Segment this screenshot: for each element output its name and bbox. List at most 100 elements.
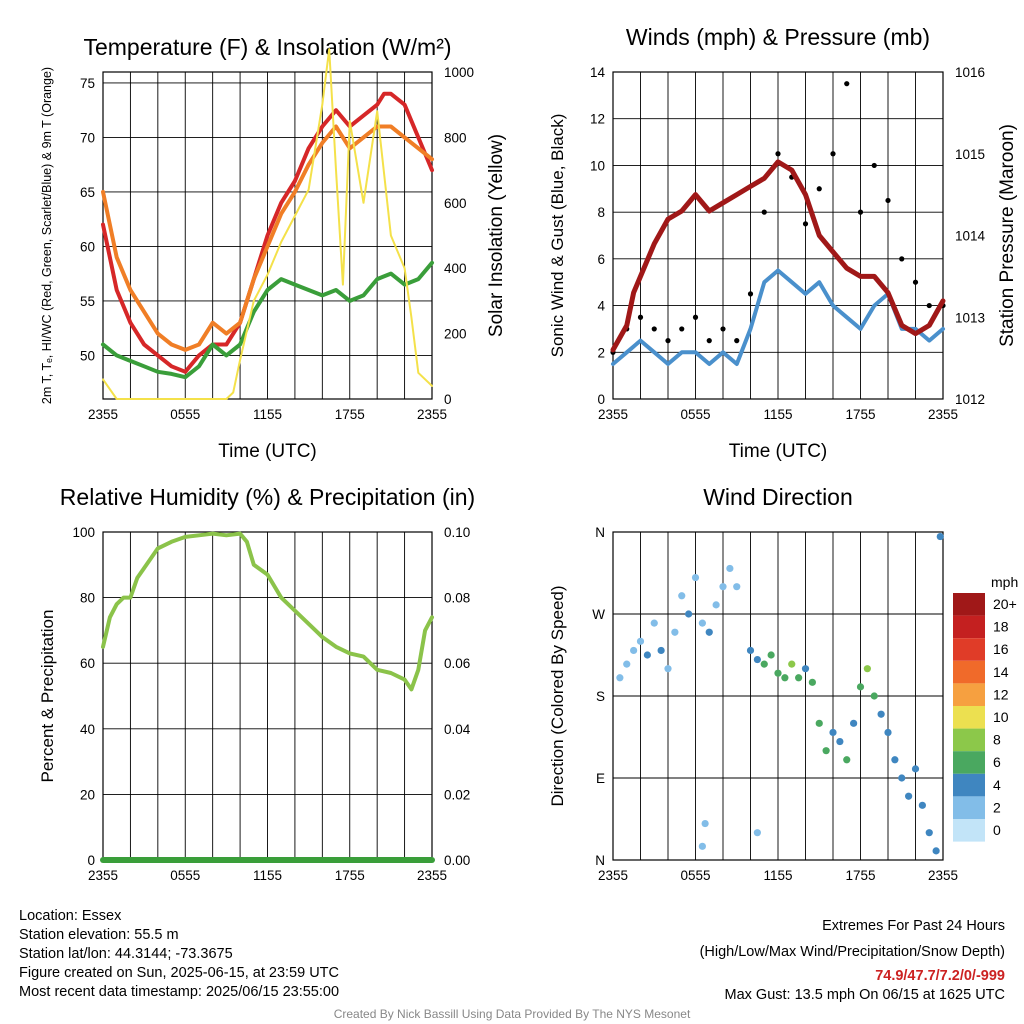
direction-point [719,583,727,591]
y-tick-label-right: 0.10 [444,525,470,540]
chart-title: Relative Humidity (%) & Precipitation (i… [60,484,475,510]
y-axis-label-left: 2m T, Tₑ, HI/WC (Red, Green, Scarlet/Blu… [40,67,54,404]
x-tick-label: 1755 [335,407,365,422]
x-tick-label: 0555 [680,407,710,422]
y-tick-label-right: 0.06 [444,656,470,671]
gust-point [679,326,685,332]
y-tick-label-left: 50 [80,348,95,363]
extremes-title: Extremes For Past 24 Hours [822,918,1005,934]
y-tick-label-left: 4 [597,299,605,314]
chart-panel-1: Temperature (F) & Insolation (W/m²)2355 0… [40,34,507,462]
y-tick-label-right: 0.02 [444,787,470,802]
gust-point [734,338,740,344]
y-tick-label-left: 8 [597,205,605,220]
direction-point [918,801,926,809]
direction-point [925,829,933,837]
y-axis-label-right: Station Pressure (Maroon) [997,124,1018,347]
chart-title: Winds (mph) & Pressure (mb) [626,24,930,50]
direction-point [843,756,851,764]
direction-point [753,655,761,664]
chart-title: Temperature (F) & Insolation (W/m²) [83,34,451,60]
extremes-panel: Extremes For Past 24 Hours (High/Low/Max… [700,917,1005,1005]
direction-point [815,719,823,727]
x-tick-label: 1155 [763,407,792,422]
series-line-relative-humidity [101,531,434,692]
y-tick-label-left: 75 [80,76,95,91]
gust-point [912,279,919,285]
station-info: Location: Essex Station elevation: 55.5 … [19,907,339,1002]
gust-point [926,302,932,309]
x-tick-label: 0555 [170,868,200,883]
series-line-dewpoint [101,260,434,380]
extremes-subtitle: (High/Low/Max Wind/Precipitation/Snow De… [699,944,1005,960]
x-tick-label: 2355 [598,868,628,883]
y-tick-label-left: 100 [72,525,95,540]
gust-point [830,151,836,157]
gust-point [885,197,891,204]
x-tick-label: 1155 [763,868,792,883]
latlon-text: Station lat/lon: 44.3144; -73.3675 [19,946,233,962]
created-text: Figure created on Sun, 2025-06-15, at 23… [19,965,339,981]
y-tick-label-left: 40 [80,722,95,737]
colorbar-label: 8 [993,732,1001,748]
colorbar-swatch [953,615,985,639]
direction-point [671,628,679,636]
y-tick-label-right: 1013 [955,310,985,325]
gust-point [816,186,822,192]
x-tick-label: 1155 [253,868,282,883]
chart-panel-3: Relative Humidity (%) & Precipitation (i… [38,484,475,883]
direction-point [657,646,665,655]
y-tick-label-right: 1016 [955,65,985,80]
direction-point [898,774,906,782]
gust-point [706,338,712,344]
gust-point [899,256,905,262]
gust-point [665,338,671,344]
x-tick-label: 2355 [88,407,118,422]
y-tick-label-left: 14 [590,65,606,80]
y-tick-label-left: 0 [597,392,605,407]
colorbar-label: 18 [993,619,1009,635]
direction-point [623,660,631,668]
x-tick-label: 1755 [845,407,875,422]
colorbar-swatch [953,593,985,616]
chart-title: Wind Direction [703,484,853,510]
colorbar-swatch [953,638,985,661]
direction-point [911,765,920,773]
direction-point [877,710,885,718]
y-tick-label-left: 10 [590,158,605,173]
colorbar-swatch [953,706,985,729]
x-tick-label: 2355 [928,407,958,422]
gust-point [692,314,699,320]
y-tick-label-left: 60 [80,239,95,254]
y-tick-label-right: 0.04 [444,722,471,737]
direction-point [774,669,782,677]
colorbar-label: 0 [993,822,1001,838]
direction-point [801,665,810,673]
direction-point [746,646,755,655]
colorbar-swatch [953,683,985,706]
gust-point [761,209,767,215]
direction-point [936,532,944,541]
gust-point [651,326,657,332]
gust-point [857,209,864,215]
chart-panel-2: Winds (mph) & Pressure (mb) 2355 0555 1155 1… [548,24,1018,462]
y-axis-label-right: Solar Insolation (Yellow) [486,134,507,337]
direction-point [712,601,720,609]
location-text: Location: Essex [19,908,122,924]
y-tick-label-left: 65 [80,185,95,200]
direction-point [891,756,899,764]
y-axis-label-left: Direction (Colored By Speed) [548,585,567,806]
direction-point [767,651,775,659]
y-tick-label-left: 80 [80,591,95,606]
y-tick-label-right: 1014 [955,229,986,244]
gust-point [844,81,850,87]
series-line-9m-t [101,124,434,352]
y-tick-label-right: 1000 [444,65,474,80]
y-tick-label-right: 0.08 [444,591,470,606]
direction-point [788,660,796,668]
x-tick-label: 2355 [88,868,118,883]
direction-point [808,678,816,686]
direction-point [829,728,837,737]
direction-point [705,628,713,636]
